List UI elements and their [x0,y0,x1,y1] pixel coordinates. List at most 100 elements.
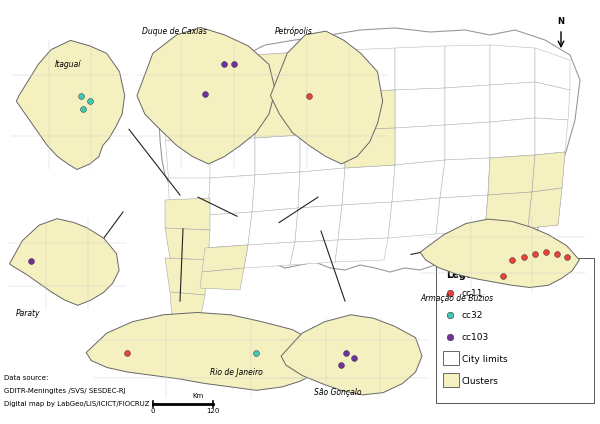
Point [530,251,540,258]
Polygon shape [535,48,570,90]
Polygon shape [345,128,395,168]
Point [251,349,261,356]
Polygon shape [255,95,300,138]
Text: Digital map by LabGeo/LIS/ICICT/FIOCRUZ: Digital map by LabGeo/LIS/ICICT/FIOCRUZ [4,401,149,407]
Text: Paraty: Paraty [16,309,40,318]
Polygon shape [10,219,119,305]
Text: 120: 120 [206,408,220,414]
Point [520,253,529,260]
Polygon shape [165,258,208,295]
Polygon shape [252,172,300,212]
Point [349,355,359,362]
Polygon shape [210,138,255,178]
Polygon shape [440,158,490,198]
Polygon shape [281,315,422,395]
Polygon shape [490,45,535,85]
Polygon shape [210,55,255,100]
Polygon shape [175,248,205,272]
Polygon shape [168,178,210,215]
Text: N: N [557,17,565,26]
Point [200,90,210,97]
Text: City limits: City limits [462,354,508,363]
Polygon shape [345,90,395,130]
Point [85,98,95,105]
Text: cc11: cc11 [462,288,484,298]
Text: Itaguaí: Itaguaí [55,60,82,69]
Text: Rio de Janeiro: Rio de Janeiro [210,368,263,377]
Polygon shape [490,118,535,158]
Polygon shape [345,48,395,92]
Bar [436,258,594,403]
Polygon shape [392,160,445,202]
Text: Km: Km [193,393,203,399]
Polygon shape [445,45,490,88]
Polygon shape [345,128,395,168]
Polygon shape [210,100,255,140]
Polygon shape [485,192,532,230]
Text: Data source:: Data source: [4,375,49,381]
Point [304,92,314,99]
Polygon shape [165,100,210,140]
Polygon shape [338,202,392,240]
Point [445,290,455,296]
Polygon shape [300,130,345,172]
Polygon shape [532,152,565,192]
Polygon shape [295,205,342,242]
Text: São Gonçalo: São Gonçalo [314,388,361,397]
Point [553,251,562,258]
Polygon shape [255,52,300,100]
Polygon shape [165,228,210,260]
Text: GDITR-Meningites /SVS/ SESDEC-RJ: GDITR-Meningites /SVS/ SESDEC-RJ [4,388,125,394]
Text: Duque de Caxias: Duque de Caxias [142,27,206,36]
Polygon shape [208,175,255,215]
Polygon shape [488,155,535,195]
Polygon shape [485,192,532,230]
Polygon shape [528,188,562,228]
Polygon shape [490,82,535,122]
Text: Clusters: Clusters [462,377,499,385]
Point [122,349,132,356]
Polygon shape [345,90,395,130]
Polygon shape [298,168,345,208]
Bar [443,351,459,365]
Polygon shape [395,125,445,165]
Polygon shape [300,92,345,135]
Polygon shape [445,85,490,125]
Text: Petrópolis: Petrópolis [274,26,312,36]
Polygon shape [388,198,440,238]
Polygon shape [532,152,565,192]
Polygon shape [528,188,562,228]
Text: 0: 0 [151,408,155,414]
Point [542,249,551,256]
Polygon shape [248,208,298,245]
Point [220,61,229,68]
Polygon shape [255,135,300,175]
Polygon shape [170,60,210,100]
Polygon shape [420,219,580,287]
Point [498,273,508,280]
Polygon shape [445,122,490,160]
Polygon shape [244,242,295,268]
Point [26,258,36,265]
Point [79,105,88,112]
Polygon shape [200,268,244,290]
Polygon shape [165,140,210,178]
Polygon shape [202,245,248,272]
Polygon shape [137,28,275,164]
Polygon shape [335,238,388,262]
Polygon shape [170,292,205,320]
Text: cc32: cc32 [462,310,484,320]
Text: Armação de Búzios: Armação de Búzios [420,294,493,303]
Point [445,334,455,340]
Point [341,349,351,356]
Polygon shape [170,215,208,248]
Polygon shape [535,118,568,155]
Polygon shape [395,46,445,90]
Polygon shape [16,40,125,170]
Polygon shape [395,88,445,128]
Polygon shape [300,50,345,95]
Polygon shape [436,195,488,234]
Polygon shape [255,95,300,138]
Point [445,312,455,318]
Polygon shape [342,165,395,205]
